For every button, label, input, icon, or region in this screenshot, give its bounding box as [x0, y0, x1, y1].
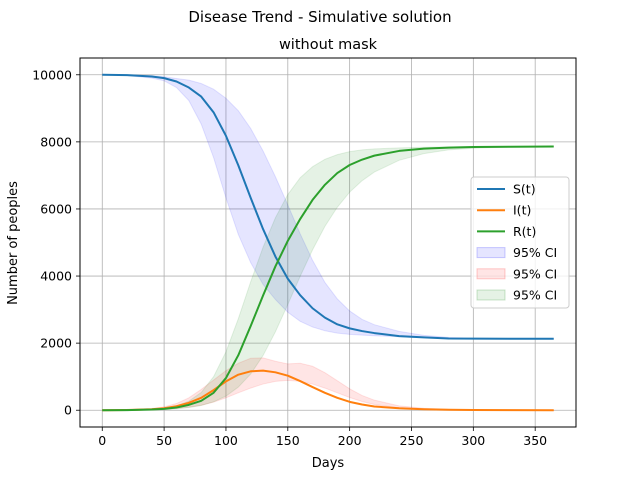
chart-title: without mask: [279, 37, 378, 53]
y-axis-label: Number of peoples: [6, 181, 21, 305]
x-axis-label: Days: [312, 456, 345, 471]
legend-label: S(t): [513, 182, 536, 197]
y-tick-label: 10000: [32, 67, 72, 82]
series-line-it: [102, 369, 554, 412]
y-tick-label: 4000: [40, 269, 72, 284]
legend-label: R(t): [513, 224, 536, 239]
y-tick-label: 8000: [40, 134, 72, 149]
grid-lines: [80, 58, 576, 427]
legend-swatch-band: [476, 268, 506, 280]
x-tick-label: 50: [156, 433, 172, 448]
y-tick-label: 2000: [40, 336, 72, 351]
x-tick-label: 300: [461, 433, 485, 448]
legend-label: 95% CI: [513, 266, 557, 281]
legend-label: I(t): [513, 203, 531, 218]
x-axis-ticks: 0 50 100 150 200 250 300 350: [98, 427, 547, 448]
plot-frame: [79, 57, 577, 428]
legend-label: 95% CI: [513, 245, 557, 260]
x-tick-label: 100: [214, 433, 238, 448]
y-axis-ticks: 0 2000 4000 6000 8000 10000: [32, 67, 80, 418]
series-line-st: [102, 73, 554, 340]
legend: S(t) I(t) R(t) 95% CI 95% CI 95% CI: [470, 176, 570, 309]
confidence-band-2: [102, 357, 555, 411]
y-tick-label: 0: [64, 403, 72, 418]
x-tick-label: 0: [98, 433, 106, 448]
series-lines: [102, 73, 554, 412]
x-tick-label: 150: [276, 433, 300, 448]
figure-suptitle: Disease Trend - Simulative solution: [188, 8, 451, 26]
series-line-rt: [102, 145, 554, 412]
legend-label: 95% CI: [513, 288, 557, 303]
x-tick-label: 200: [338, 433, 362, 448]
legend-swatch-band: [476, 247, 506, 259]
y-tick-label: 6000: [40, 201, 72, 216]
legend-swatch-band: [476, 289, 506, 301]
x-tick-label: 350: [523, 433, 547, 448]
x-tick-label: 250: [400, 433, 424, 448]
